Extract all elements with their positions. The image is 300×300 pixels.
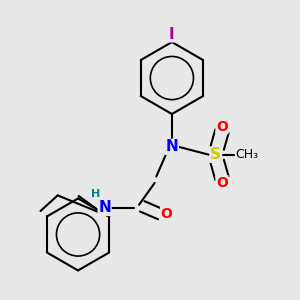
Text: N: N <box>166 140 178 154</box>
Text: S: S <box>210 147 221 162</box>
Text: H: H <box>91 189 101 199</box>
Text: O: O <box>216 119 228 134</box>
Text: N: N <box>98 200 111 215</box>
Text: CH₃: CH₃ <box>236 148 259 161</box>
Text: O: O <box>216 176 228 190</box>
Text: O: O <box>160 207 172 221</box>
Text: I: I <box>169 27 175 42</box>
